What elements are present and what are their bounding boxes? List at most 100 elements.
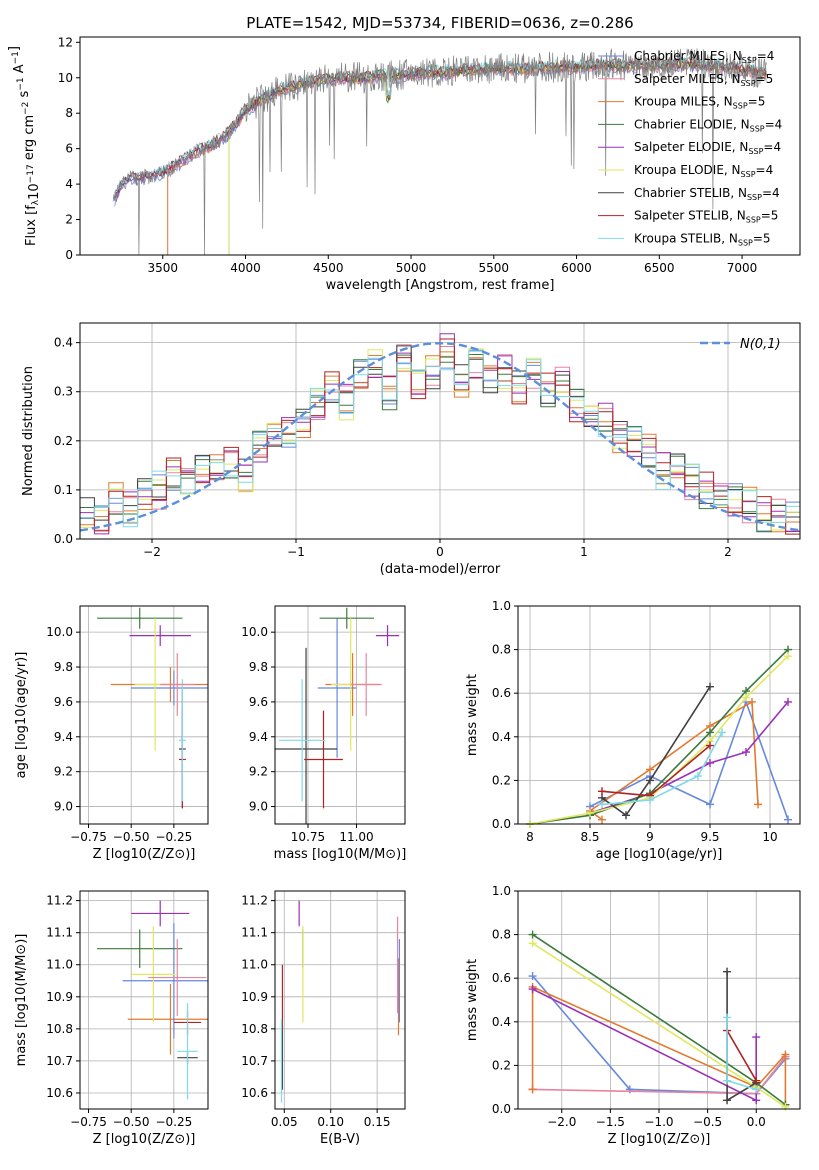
x-axis-label: Z [log10(Z/Z⊙)]	[608, 1132, 711, 1147]
legend-entry: Kroupa STELIB, NSSP=5	[634, 231, 771, 247]
data-marker	[723, 1076, 732, 1085]
data-marker	[706, 741, 714, 750]
data-marker	[752, 1076, 761, 1085]
data-marker	[706, 682, 714, 691]
y-tick-label: 10.9	[46, 990, 73, 1004]
data-marker	[528, 930, 537, 939]
x-tick-label: −0.75	[70, 1115, 107, 1129]
axes-frame	[79, 36, 801, 256]
plots: 3500 4000 4500 5000 5500 6000 6500 700002468101…	[7, 35, 801, 1147]
axes-mass_vs_Z: −0.75 −0.50 −0.25 10.6 10.7 10.8 10.9 11.0 11.1 1…	[14, 890, 209, 1147]
y-tick-label: 0.6	[492, 971, 511, 985]
data-marker	[723, 1013, 732, 1022]
data-marker	[622, 811, 630, 820]
x-axis-label: E(B-V)	[320, 1132, 360, 1147]
x-tick-label: 2	[724, 545, 732, 559]
y-tick-label: 9.0	[249, 800, 268, 814]
axes-frame	[517, 605, 801, 825]
y-tick-label: 0.2	[492, 1058, 511, 1072]
x-tick-label: 0.05	[271, 1115, 298, 1129]
y-tick-label: 0.0	[54, 532, 73, 546]
data-marker	[646, 776, 654, 785]
x-tick-label: −0.5	[693, 1115, 722, 1129]
points	[97, 607, 208, 809]
y-tick-label: 9.2	[54, 765, 73, 779]
legend-entry: Salpeter STELIB, NSSP=5	[634, 209, 778, 225]
x-tick-label: 4000	[230, 261, 261, 275]
x-tick-label: 9.5	[700, 830, 719, 844]
y-tick-label: 10.8	[241, 1022, 268, 1036]
x-tick-label: 8.5	[580, 830, 599, 844]
y-axis-label: mass weight	[465, 674, 480, 756]
points	[275, 607, 400, 824]
y-tick-label: 9.2	[249, 765, 268, 779]
data-marker	[706, 800, 714, 809]
mass-weight-line	[529, 649, 789, 825]
legend-entry: Salpeter ELODIE, NSSP=4	[634, 140, 781, 156]
data-marker	[646, 765, 654, 774]
axes-frame	[79, 605, 209, 825]
x-axis-label: (data-model)/error	[380, 562, 501, 577]
x-tick-label: 6000	[561, 261, 592, 275]
data-marker	[528, 972, 537, 981]
y-tick-label: 0.6	[492, 686, 511, 700]
axes-frame	[517, 890, 801, 1110]
x-tick-label: 0	[436, 545, 444, 559]
model-spectrum-line	[228, 57, 768, 255]
mass-weight-line	[726, 1030, 757, 1082]
x-axis-label: Z [log10(Z/Z⊙)]	[93, 847, 196, 862]
axes-age_vs_Z: −0.75 −0.50 −0.25 9.0 9.2 9.4 9.6 9.8 10.0 Z [log…	[14, 605, 209, 862]
y-tick-label: 4	[65, 177, 73, 191]
data-marker	[528, 985, 537, 994]
data-marker	[586, 809, 594, 818]
y-tick-label: 0.4	[492, 730, 511, 744]
points	[97, 900, 208, 1100]
x-tick-label: 5500	[479, 261, 510, 275]
x-tick-label: 5000	[396, 261, 427, 275]
mass-weight-line	[601, 732, 723, 806]
x-tick-label: 10	[762, 830, 777, 844]
data-marker	[598, 800, 606, 809]
y-tick-label: 8	[65, 106, 73, 120]
data-marker	[723, 1096, 732, 1105]
y-tick-label: 9.4	[249, 730, 268, 744]
y-tick-label: 10.8	[46, 1022, 73, 1036]
y-tick-label: 10.9	[241, 990, 268, 1004]
y-tick-label: 9.6	[249, 695, 268, 709]
x-tick-label: 11.00	[339, 830, 373, 844]
legend-entry: Salpeter MILES, NSSP=5	[634, 72, 773, 88]
y-tick-label: 0.0	[492, 1102, 511, 1116]
y-tick-label: 9.4	[54, 730, 73, 744]
y-axis-label: age [log10(age/yr)]	[14, 652, 29, 779]
data-marker	[646, 796, 654, 805]
y-axis-label: mass [log10(M/M⊙)]	[14, 934, 29, 1067]
data-marker	[784, 652, 792, 661]
histogram-line	[80, 345, 800, 521]
axes-frame	[274, 890, 406, 1110]
y-tick-label: 0.4	[492, 1015, 511, 1029]
y-tick-label: 11.2	[241, 894, 268, 908]
y-tick-label: 12	[58, 35, 73, 49]
x-tick-label: 6500	[644, 261, 675, 275]
y-tick-label: 11.2	[46, 894, 73, 908]
y-axis-label: mass weight	[465, 959, 480, 1041]
data-marker	[694, 772, 702, 781]
y-tick-label: 11.1	[241, 926, 268, 940]
y-tick-label: 0.8	[492, 643, 511, 657]
data-marker	[706, 758, 714, 767]
x-tick-label: 9	[646, 830, 654, 844]
y-tick-label: 9.8	[54, 660, 73, 674]
x-tick-label: 1	[580, 545, 588, 559]
data-marker	[718, 728, 726, 737]
y-tick-label: 10.0	[241, 625, 268, 639]
histogram-line	[80, 350, 800, 528]
y-tick-label: 10	[58, 71, 73, 85]
data-marker	[752, 1085, 761, 1094]
data-marker	[598, 815, 606, 824]
y-tick-label: 0	[65, 248, 73, 262]
y-tick-label: 0.8	[492, 928, 511, 942]
data-marker	[752, 1096, 761, 1105]
y-tick-label: 10.7	[241, 1054, 268, 1068]
x-axis-label: age [log10(age/yr)]	[596, 847, 723, 862]
